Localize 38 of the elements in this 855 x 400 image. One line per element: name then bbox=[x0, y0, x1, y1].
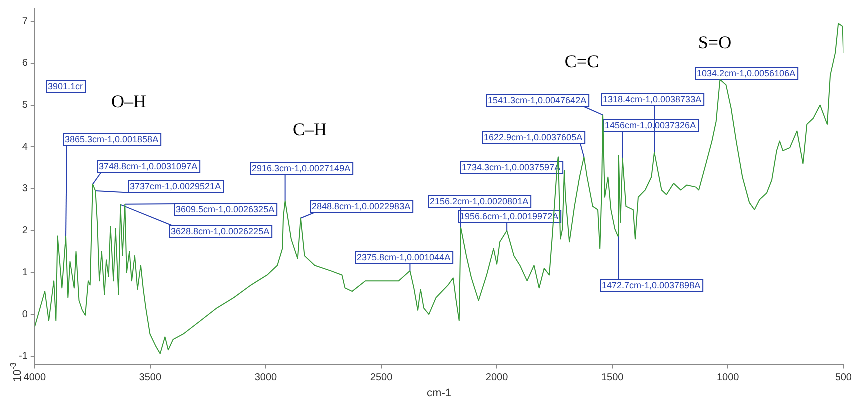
x-tick-label: 3000 bbox=[254, 372, 278, 384]
annotation: 1622.9cm-1,0.0037605A bbox=[484, 132, 583, 142]
annotation: 1472.7cm-1,0.0037898A bbox=[602, 280, 701, 290]
annotation: 3737cm-1,0.0029521A bbox=[130, 181, 222, 192]
x-tick-label: 4000 bbox=[24, 372, 46, 384]
annotation: 2916.3cm-1,0.0027149A bbox=[252, 163, 351, 174]
y-tick-label: 5 bbox=[22, 100, 28, 112]
x-tick-label: 2500 bbox=[370, 372, 394, 384]
annotation: 3628.8cm-1,0.0026225A bbox=[171, 226, 270, 236]
y-tick-label: 7 bbox=[22, 16, 28, 28]
x-tick-label: 1000 bbox=[716, 372, 740, 384]
x-tick-label: 3500 bbox=[139, 372, 162, 384]
x-axis-title: cm-1 bbox=[427, 387, 452, 400]
annotation: 1541.3cm-1,0.0047642A bbox=[488, 95, 587, 106]
y-tick-label: 0 bbox=[22, 309, 28, 320]
annotation: 3865.3cm-1,0.001858A bbox=[65, 134, 159, 144]
y-tick-label: -1 bbox=[18, 351, 28, 362]
annotation: O–H bbox=[112, 92, 146, 112]
annotation: C=C bbox=[564, 52, 600, 72]
y-tick-label: 6 bbox=[22, 58, 28, 70]
annotation: 3748.8cm-1,0.0031097A bbox=[99, 161, 198, 172]
annotation: S=O bbox=[698, 32, 732, 53]
y-tick-label: 3 bbox=[22, 184, 28, 195]
annotation: 1034.2cm-1,0.0056106A bbox=[697, 68, 796, 78]
x-tick-label: 1500 bbox=[601, 372, 624, 384]
y-tick-label: 1 bbox=[22, 267, 28, 278]
x-tick-label: 500 bbox=[835, 372, 852, 384]
annotation: 1318.4cm-1,0.0038733A bbox=[603, 94, 702, 104]
annotation: C–H bbox=[292, 120, 328, 140]
annotation: 3609.5cm-1,0.0026325A bbox=[176, 204, 275, 214]
annotation: 2375.8cm-1,0.001044A bbox=[357, 252, 451, 262]
annotation: 3901.1cr bbox=[48, 81, 84, 92]
y-tick-label: 2 bbox=[22, 226, 28, 237]
x-tick-label: 2000 bbox=[486, 372, 509, 384]
y-axis-title: 10-3 bbox=[9, 362, 24, 382]
annotation: 2848.8cm-1,0.0022983A bbox=[312, 201, 411, 212]
annotation: 2156.2cm-1,0.0020801A bbox=[430, 196, 529, 206]
y-tick-label: 4 bbox=[22, 142, 28, 153]
